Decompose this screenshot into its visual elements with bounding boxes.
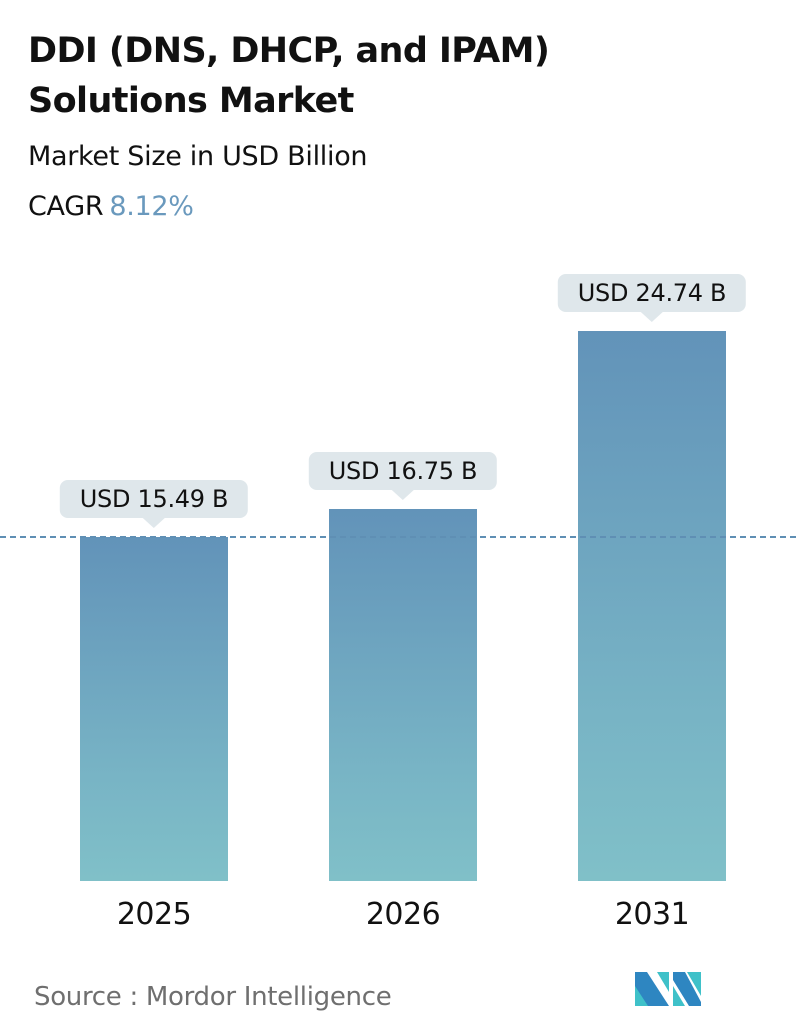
cagr-value: 8.12% (109, 191, 194, 222)
bar-2031 (578, 331, 726, 881)
bar-2025 (80, 537, 228, 881)
chart-subtitle: Market Size in USD Billion (28, 141, 368, 172)
x-tick-2025: 2025 (116, 897, 192, 932)
reference-line (0, 536, 796, 538)
mordor-intelligence-logo-icon (635, 972, 701, 1006)
source-text: Source : Mordor Intelligence (34, 982, 392, 1012)
cagr-line: CAGR 8.12% (28, 188, 194, 226)
chart-title: DDI (DNS, DHCP, and IPAM) Solutions Mark… (28, 31, 550, 121)
x-tick-2026: 2026 (365, 897, 441, 932)
data-label-2031: USD 24.74 B (557, 274, 747, 322)
data-label-2026: USD 16.75 B (308, 452, 498, 500)
bar-2026 (329, 509, 477, 881)
cagr-label: CAGR (28, 191, 104, 222)
data-label-2025: USD 15.49 B (59, 480, 249, 528)
x-tick-2031: 2031 (614, 897, 690, 932)
